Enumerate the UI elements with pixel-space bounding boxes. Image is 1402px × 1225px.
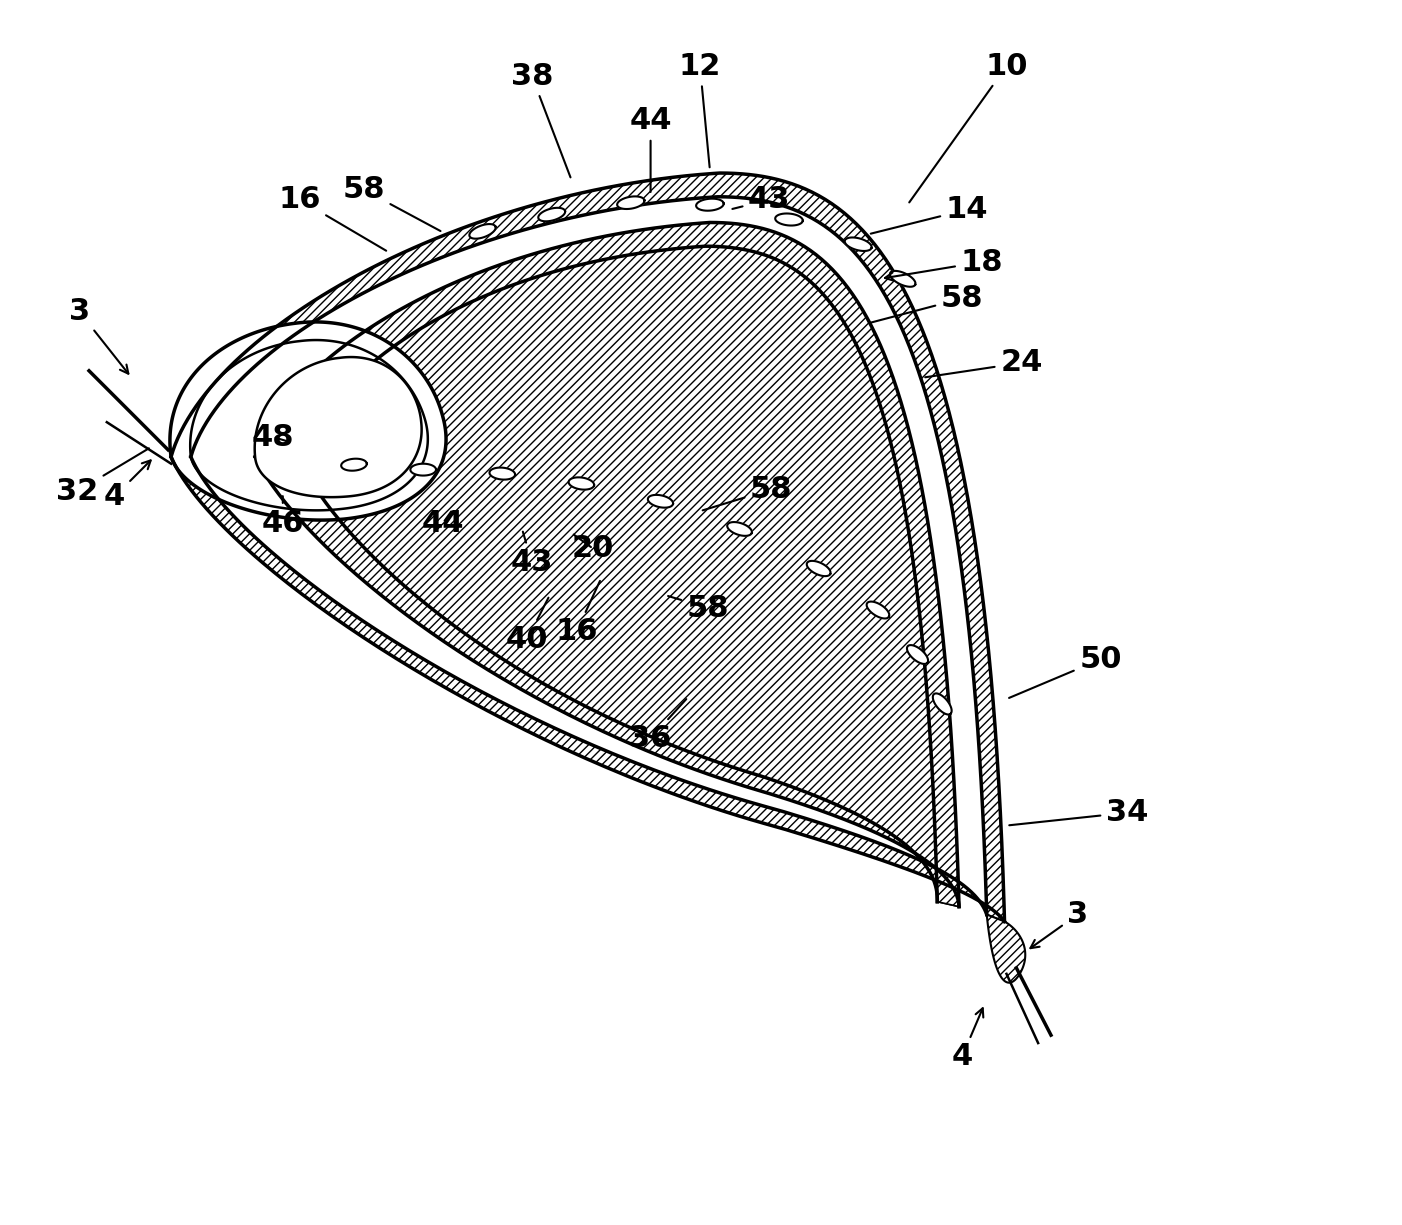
Polygon shape <box>411 464 436 475</box>
Text: 58: 58 <box>871 284 983 322</box>
Text: 58: 58 <box>342 175 440 232</box>
Text: 12: 12 <box>679 51 721 168</box>
Text: 3: 3 <box>69 296 129 374</box>
Polygon shape <box>617 196 645 209</box>
Polygon shape <box>775 213 803 225</box>
Polygon shape <box>728 522 751 535</box>
Polygon shape <box>987 915 1025 982</box>
Polygon shape <box>255 457 959 906</box>
Polygon shape <box>300 246 938 902</box>
Polygon shape <box>255 223 959 906</box>
Text: 20: 20 <box>572 534 614 564</box>
Text: 38: 38 <box>510 61 571 178</box>
Text: 24: 24 <box>925 348 1043 377</box>
Text: 58: 58 <box>702 475 792 511</box>
Text: 4: 4 <box>104 461 150 511</box>
Polygon shape <box>932 693 952 714</box>
Text: 50: 50 <box>1009 644 1122 698</box>
Polygon shape <box>697 198 723 211</box>
Text: 10: 10 <box>910 51 1028 202</box>
Text: 18: 18 <box>885 247 1002 281</box>
Polygon shape <box>341 458 367 470</box>
Polygon shape <box>648 495 673 507</box>
Text: 16: 16 <box>279 185 386 251</box>
Text: 3: 3 <box>1030 900 1088 948</box>
Text: 16: 16 <box>555 581 600 647</box>
Polygon shape <box>907 646 928 664</box>
Text: 44: 44 <box>422 508 464 538</box>
Text: 48: 48 <box>252 423 294 452</box>
Polygon shape <box>171 173 1004 921</box>
Polygon shape <box>890 271 916 287</box>
Text: 32: 32 <box>56 448 149 506</box>
Polygon shape <box>470 224 496 239</box>
Polygon shape <box>170 322 446 521</box>
Text: 34: 34 <box>1009 799 1148 827</box>
Text: 46: 46 <box>262 496 304 538</box>
Polygon shape <box>845 238 872 251</box>
Text: 36: 36 <box>629 699 687 753</box>
Polygon shape <box>866 601 889 619</box>
Text: 58: 58 <box>669 594 729 622</box>
Polygon shape <box>489 468 515 480</box>
Polygon shape <box>255 356 422 497</box>
Polygon shape <box>191 341 428 511</box>
Text: 40: 40 <box>506 598 548 654</box>
Polygon shape <box>538 208 565 222</box>
Text: 43: 43 <box>510 532 554 577</box>
Polygon shape <box>806 561 830 576</box>
Text: 4: 4 <box>952 1008 983 1072</box>
Polygon shape <box>569 478 594 490</box>
Text: 43: 43 <box>732 185 791 214</box>
Polygon shape <box>171 173 1004 921</box>
Text: 44: 44 <box>629 107 672 192</box>
Text: 14: 14 <box>871 195 988 234</box>
Polygon shape <box>171 457 1004 921</box>
